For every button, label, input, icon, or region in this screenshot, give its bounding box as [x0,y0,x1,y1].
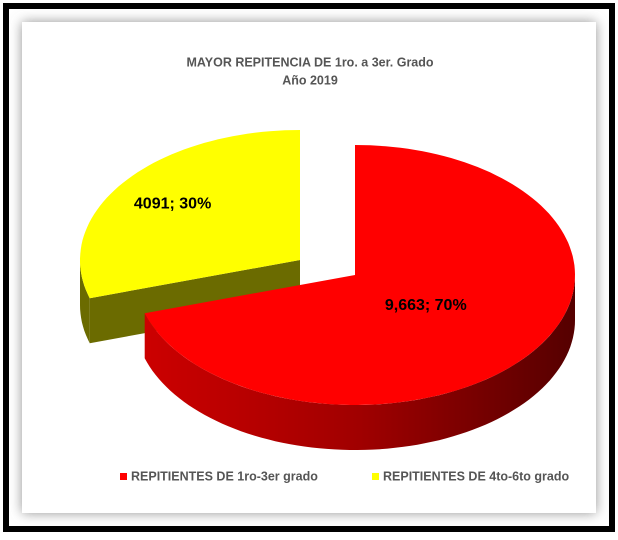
data-label: 9,663; 70% [385,297,467,314]
legend-label: REPITIENTES DE 1ro-3er grado [131,469,318,483]
slice-side [144,275,575,450]
pie: 4091; 30% 9,663; 70% [80,130,575,450]
data-label: 4091; 30% [134,196,211,213]
slice-side [80,260,90,344]
chart-title: MAYOR REPITENCIA DE 1ro. a 3er. Grado [186,55,433,69]
slice [144,145,575,405]
legend-swatch [372,473,379,480]
frame [3,3,615,532]
chart-subtitle: Año 2019 [282,73,338,87]
legend: REPITIENTES DE 1ro-3er grado REPITIENTES … [120,469,569,483]
legend-label: REPITIENTES DE 4to-6to grado [383,469,569,483]
slice-face [89,260,300,344]
legend-swatch [120,473,127,480]
slice [80,130,300,299]
